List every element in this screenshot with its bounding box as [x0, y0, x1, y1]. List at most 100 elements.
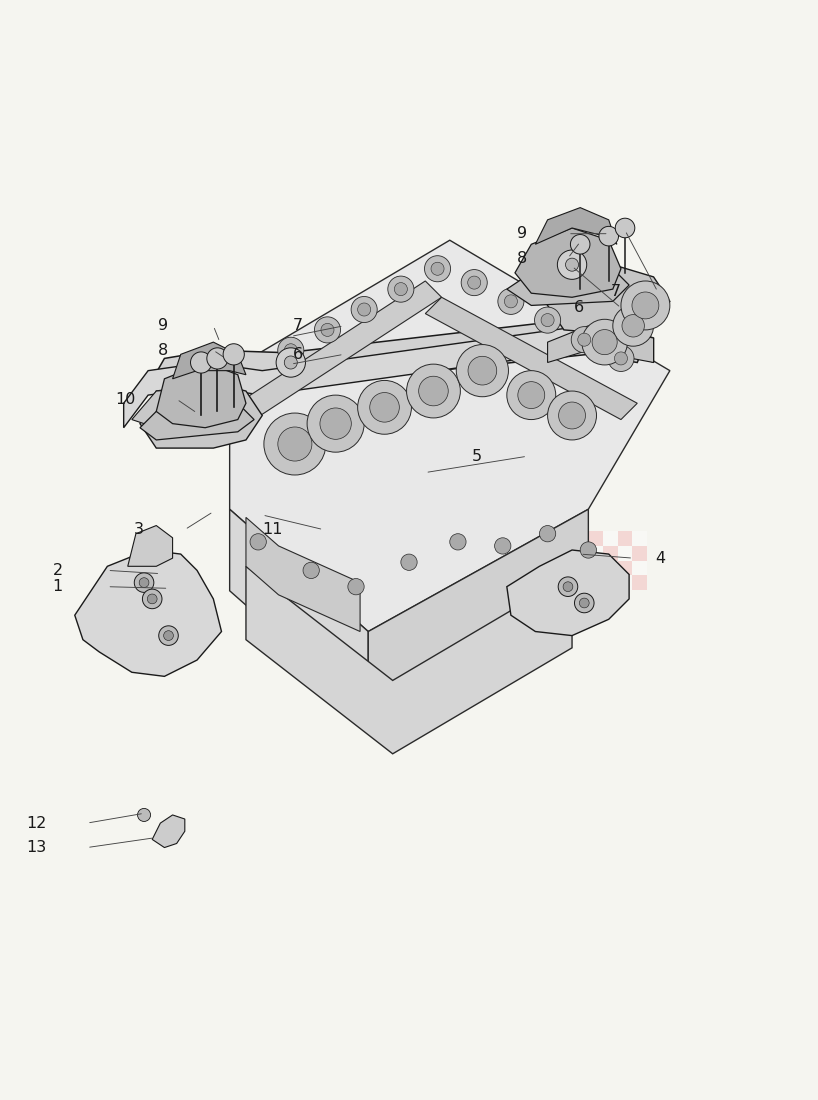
Bar [588, 561, 603, 575]
Polygon shape [74, 550, 222, 676]
Polygon shape [132, 387, 230, 428]
Circle shape [534, 307, 560, 333]
Circle shape [223, 343, 245, 365]
Circle shape [599, 227, 618, 246]
Bar [588, 531, 603, 546]
Circle shape [571, 327, 597, 353]
Text: 9: 9 [517, 227, 528, 241]
Circle shape [580, 542, 596, 558]
Bar [603, 575, 618, 590]
Polygon shape [152, 815, 185, 848]
Text: 1: 1 [52, 580, 62, 594]
Bar [632, 561, 647, 575]
Circle shape [320, 408, 351, 439]
Polygon shape [140, 383, 263, 448]
Polygon shape [124, 321, 654, 428]
Polygon shape [246, 517, 360, 631]
Text: 4: 4 [656, 551, 666, 565]
Circle shape [278, 427, 312, 461]
Circle shape [608, 345, 634, 372]
Polygon shape [507, 550, 629, 636]
Text: 6: 6 [293, 346, 303, 362]
Text: 5: 5 [472, 449, 483, 464]
Bar [618, 531, 632, 546]
Circle shape [401, 554, 417, 571]
Circle shape [615, 218, 635, 238]
Circle shape [285, 356, 297, 369]
Text: scuderia: scuderia [236, 504, 582, 572]
Circle shape [276, 348, 305, 377]
Circle shape [278, 338, 303, 363]
Circle shape [307, 395, 364, 452]
Circle shape [388, 276, 414, 303]
Circle shape [164, 630, 173, 640]
Text: 9: 9 [159, 318, 169, 333]
Circle shape [498, 288, 524, 315]
Circle shape [264, 412, 326, 475]
Circle shape [285, 343, 297, 356]
Circle shape [461, 270, 488, 296]
Bar [632, 575, 647, 590]
Text: c a r   p a r t s: c a r p a r t s [321, 559, 497, 582]
Circle shape [574, 593, 594, 613]
Bar [632, 531, 647, 546]
Circle shape [137, 808, 151, 822]
Circle shape [159, 626, 178, 646]
Bar [603, 546, 618, 561]
Polygon shape [539, 265, 670, 334]
Polygon shape [515, 228, 621, 297]
Circle shape [419, 376, 448, 406]
Text: 10: 10 [115, 392, 136, 407]
Circle shape [450, 534, 466, 550]
Bar [618, 575, 632, 590]
Circle shape [558, 576, 578, 596]
Circle shape [613, 306, 654, 346]
Circle shape [582, 319, 627, 365]
Circle shape [505, 295, 518, 308]
Polygon shape [535, 208, 617, 244]
Polygon shape [425, 297, 637, 419]
Polygon shape [547, 326, 654, 363]
Circle shape [559, 402, 586, 429]
Polygon shape [173, 342, 246, 378]
Circle shape [314, 317, 340, 343]
Bar [588, 546, 603, 561]
Text: 3: 3 [134, 522, 144, 537]
Bar [603, 531, 618, 546]
Circle shape [142, 590, 162, 608]
Circle shape [351, 297, 377, 322]
Circle shape [578, 333, 591, 346]
Text: 12: 12 [26, 815, 47, 830]
Circle shape [370, 393, 399, 422]
Text: 6: 6 [574, 300, 584, 316]
Bar [588, 575, 603, 590]
Circle shape [621, 280, 670, 330]
Text: 7: 7 [293, 318, 303, 333]
Circle shape [579, 598, 589, 608]
Circle shape [134, 573, 154, 593]
Polygon shape [230, 509, 368, 713]
Circle shape [394, 283, 407, 296]
Circle shape [357, 302, 371, 316]
Circle shape [139, 578, 149, 587]
Circle shape [468, 356, 497, 385]
Circle shape [425, 255, 451, 282]
Polygon shape [238, 280, 442, 419]
Polygon shape [148, 318, 645, 399]
Text: 11: 11 [262, 522, 283, 537]
Circle shape [539, 526, 555, 542]
Circle shape [632, 292, 658, 319]
Circle shape [468, 276, 481, 289]
Polygon shape [246, 566, 572, 754]
Circle shape [407, 364, 461, 418]
Text: 13: 13 [26, 840, 47, 855]
Circle shape [348, 579, 364, 595]
Circle shape [557, 250, 587, 279]
Bar [618, 546, 632, 561]
Polygon shape [156, 363, 246, 428]
Circle shape [495, 538, 511, 554]
Circle shape [563, 582, 573, 592]
Polygon shape [507, 268, 629, 306]
Polygon shape [140, 404, 254, 440]
Text: 2: 2 [52, 563, 62, 578]
